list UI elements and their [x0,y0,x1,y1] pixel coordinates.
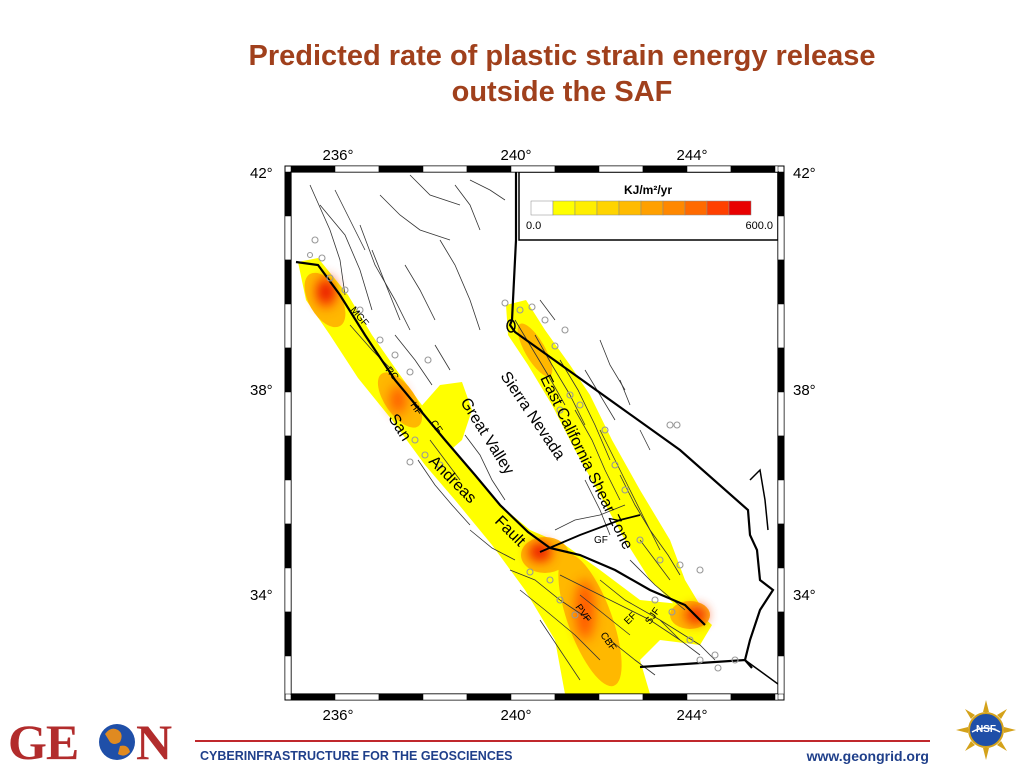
legend-swatch [728,200,752,216]
legend: KJ/m²/yr 0.0 600.0 [518,171,779,241]
lat-left-42: 42° [250,165,273,182]
lon-top-240: 240° [500,147,531,164]
footer-divider [195,740,930,742]
legend-swatch [662,200,686,216]
nsf-logo-text: NSF [976,724,996,735]
nsf-logo: NSF [956,700,1016,760]
title-line-2: outside the SAF [451,76,673,108]
globe-icon [99,724,135,760]
lat-right-38: 38° [793,382,816,399]
legend-swatch [552,200,576,216]
lon-bottom-244: 244° [676,707,707,724]
lon-top-236: 236° [322,147,353,164]
legend-swatch [640,200,664,216]
lon-bottom-240: 240° [500,707,531,724]
footer-tagline: CYBERINFRASTRUCTURE FOR THE GEOSCIENCES [200,749,513,763]
lat-left-34: 34° [250,587,273,604]
slide-title: Predicted rate of plastic strain energy … [150,38,974,110]
map-frame [284,165,785,701]
legend-max-label: 600.0 [745,220,773,232]
fault-network [309,174,716,681]
svg-text:GE: GE [8,714,78,768]
lat-right-34: 34° [793,587,816,604]
main-boundaries [295,172,778,685]
axis-labels: 236° 240° 244° 236° 240° 244° 42° 38° 34… [250,147,816,724]
legend-swatch [618,200,642,216]
legend-min-label: 0.0 [526,220,541,232]
legend-swatch [684,200,708,216]
geon-logo: GE N [8,714,172,768]
title-line-1: Predicted rate of plastic strain energy … [248,40,876,72]
earthquake-markers [306,236,739,672]
legend-title: KJ/m²/yr [624,183,672,197]
svg-text:N: N [136,714,172,768]
footer-website-link[interactable]: www.geongrid.org [806,748,929,764]
lat-left-38: 38° [250,382,273,399]
label-gf: GF [594,535,608,546]
lat-right-42: 42° [793,165,816,182]
lon-bottom-236: 236° [322,707,353,724]
legend-swatch [596,200,620,216]
legend-color-bar [530,200,752,216]
legend-swatch [574,200,598,216]
legend-swatch [706,200,730,216]
lon-top-244: 244° [676,147,707,164]
legend-swatch [530,200,554,216]
